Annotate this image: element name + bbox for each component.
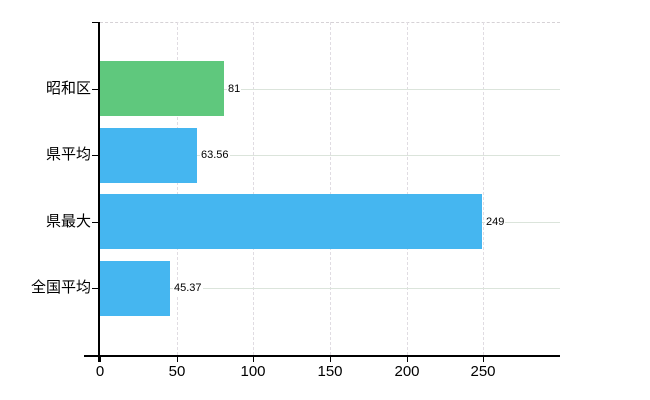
category-label: 全国平均 bbox=[30, 279, 91, 296]
x-axis-tick bbox=[177, 357, 178, 362]
x-axis-tick bbox=[253, 357, 254, 362]
y-axis-line bbox=[98, 22, 100, 362]
category-label: 昭和区 bbox=[45, 80, 91, 97]
bar bbox=[100, 61, 224, 116]
vertical-gridline bbox=[330, 22, 331, 355]
bar-value-label: 63.56 bbox=[200, 147, 230, 163]
x-axis-tick bbox=[330, 357, 331, 362]
vertical-gridline bbox=[407, 22, 408, 355]
bar bbox=[100, 194, 482, 249]
category-gridline bbox=[100, 89, 560, 90]
x-axis-tick-label: 50 bbox=[168, 363, 186, 380]
x-axis-tick bbox=[407, 357, 408, 362]
vertical-gridline bbox=[253, 22, 254, 355]
category-gridline bbox=[100, 288, 560, 289]
y-axis-tick bbox=[92, 155, 100, 156]
x-axis-tick-label: 100 bbox=[240, 363, 266, 380]
y-axis-tick bbox=[92, 89, 100, 90]
bar bbox=[100, 128, 197, 183]
y-axis-tick bbox=[92, 222, 100, 223]
category-gridline bbox=[100, 155, 560, 156]
x-axis-tick-label: 250 bbox=[470, 363, 496, 380]
vertical-gridline bbox=[483, 22, 484, 355]
y-axis-end-tick bbox=[92, 22, 100, 23]
bar bbox=[100, 261, 170, 316]
category-label: 県最大 bbox=[45, 213, 91, 230]
x-axis-line bbox=[84, 355, 560, 357]
x-axis-tick-label: 0 bbox=[95, 363, 105, 380]
vertical-gridline bbox=[177, 22, 178, 355]
bar-value-label: 249 bbox=[485, 214, 506, 230]
x-axis-tick-label: 200 bbox=[394, 363, 420, 380]
y-axis-tick bbox=[92, 288, 100, 289]
category-label: 県平均 bbox=[45, 146, 91, 163]
bar-value-label: 45.37 bbox=[173, 280, 203, 296]
x-axis-tick bbox=[483, 357, 484, 362]
bar-value-label: 81 bbox=[227, 81, 242, 97]
x-axis-tick-label: 150 bbox=[317, 363, 343, 380]
x-axis-tick bbox=[100, 357, 101, 362]
